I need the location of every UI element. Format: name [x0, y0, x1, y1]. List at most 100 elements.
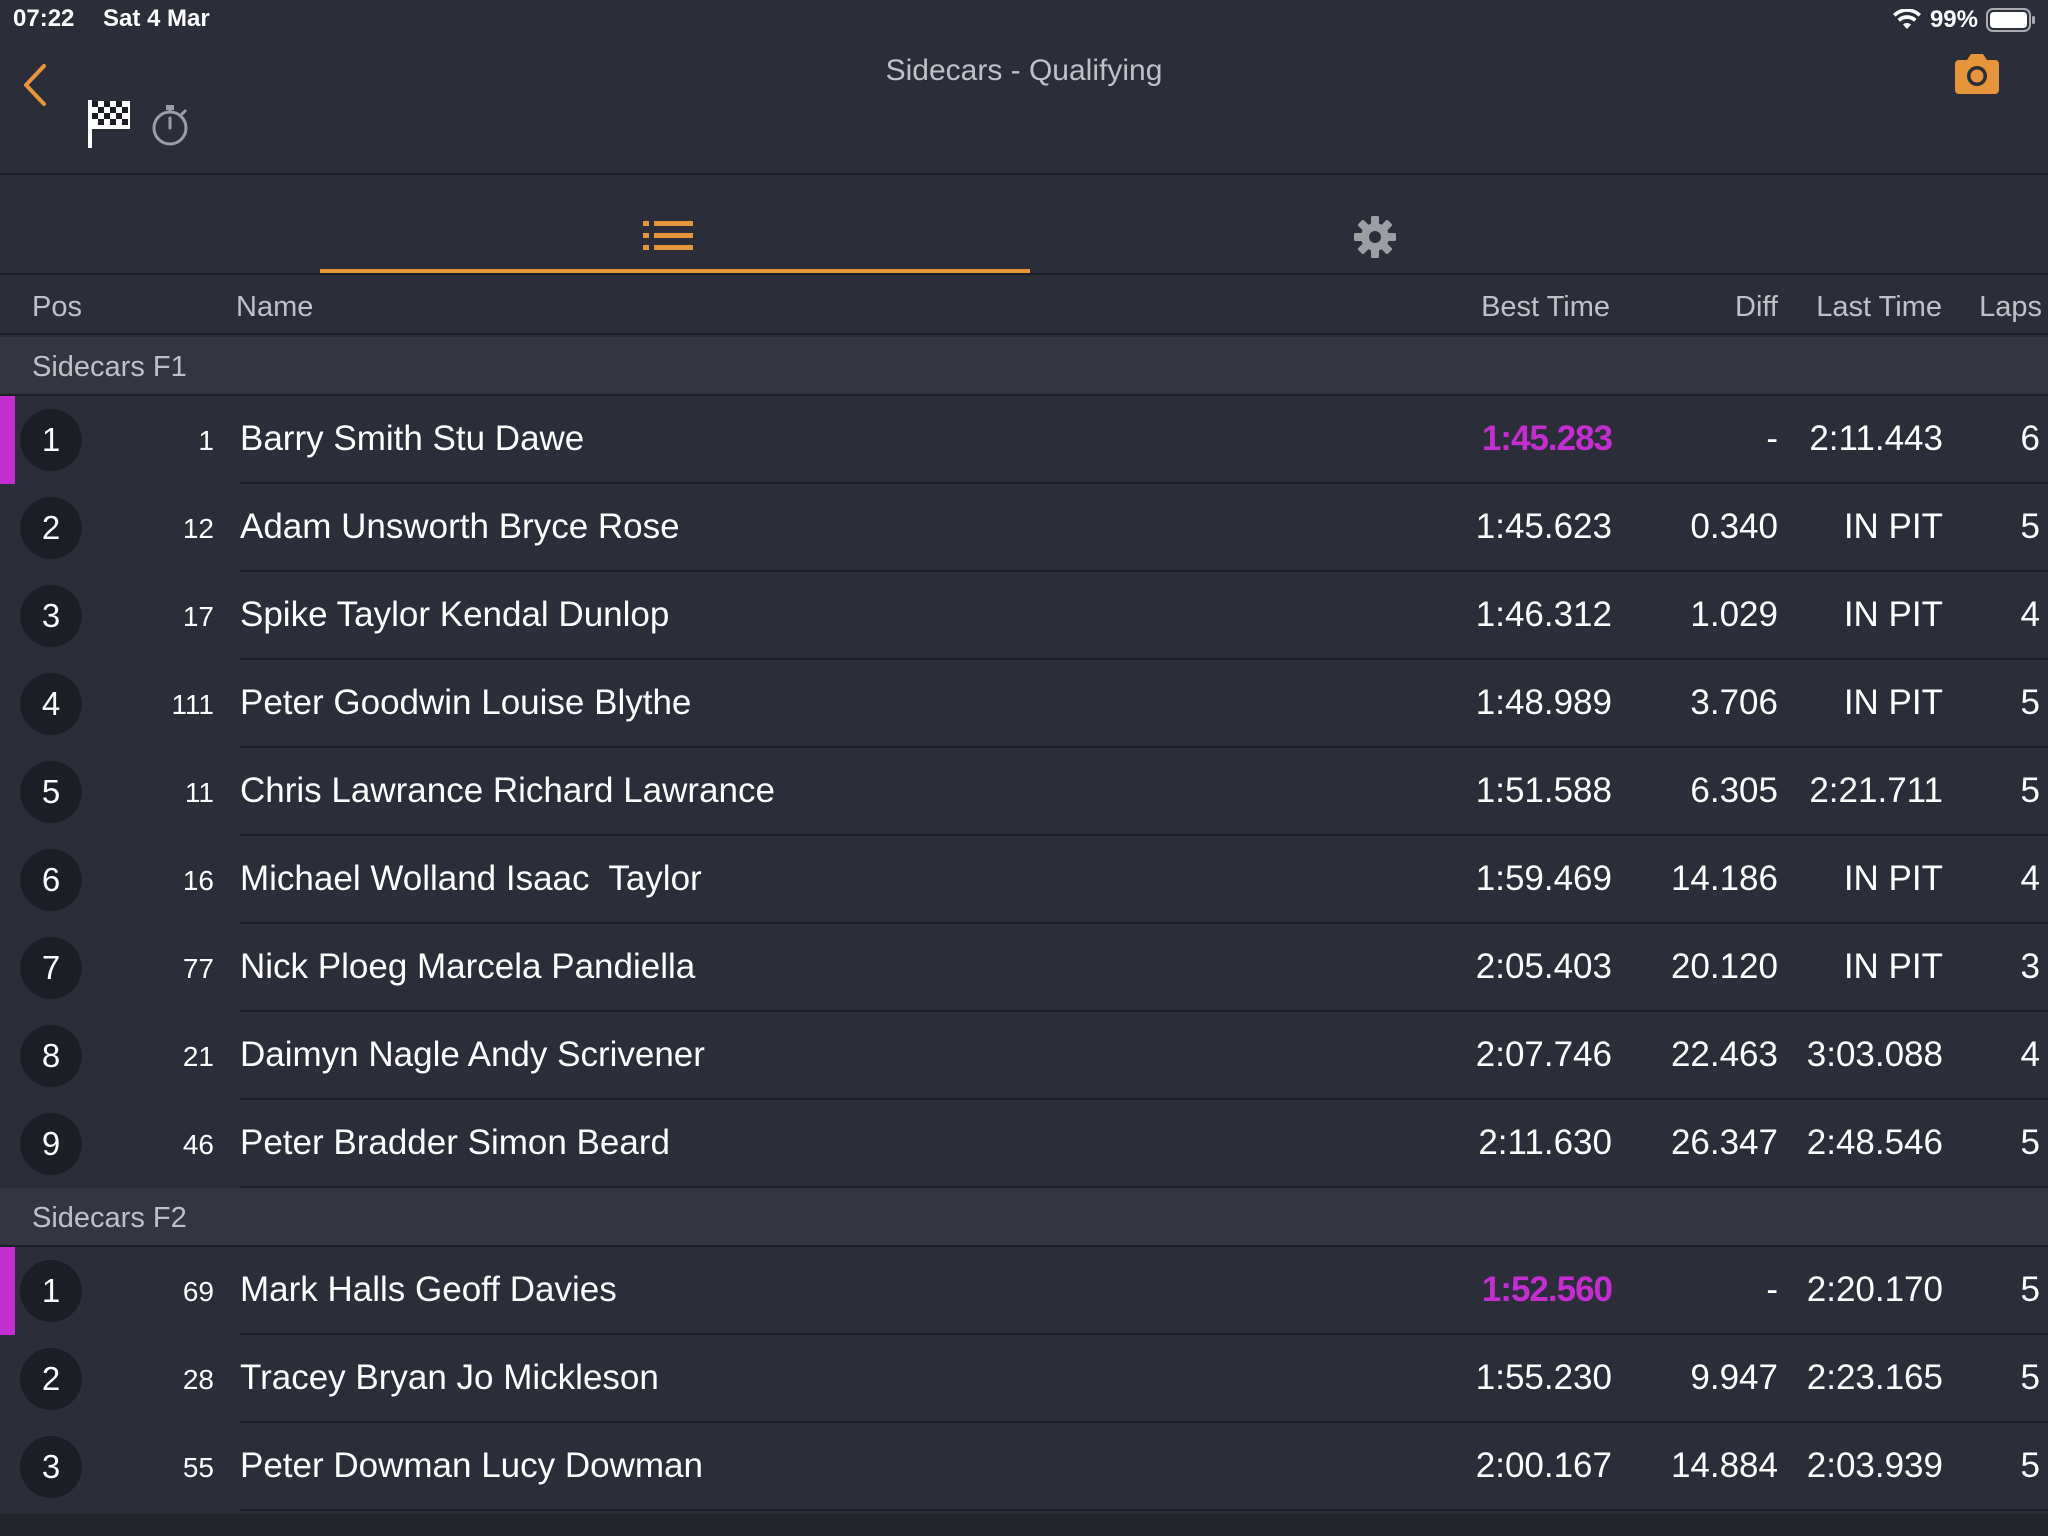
last-time: IN PIT: [1843, 595, 1943, 634]
rider-names: Barry Smith Stu Dawe: [240, 419, 585, 458]
column-name[interactable]: Name: [236, 291, 314, 323]
position-badge: 1: [20, 1260, 82, 1322]
position-badge: 8: [20, 1025, 82, 1087]
diff: -: [1766, 1270, 1778, 1309]
race-number: 111: [171, 689, 214, 720]
status-indicators: 99%: [1892, 5, 2036, 35]
column-diff[interactable]: Diff: [1735, 291, 1778, 323]
diff: 9.947: [1690, 1358, 1778, 1397]
diff: 26.347: [1670, 1123, 1778, 1162]
laps: 5: [2020, 1123, 2040, 1162]
group-label: Sidecars F1: [32, 351, 187, 383]
position-badge: 4: [20, 673, 82, 735]
last-time: IN PIT: [1843, 507, 1943, 546]
tab-bar: [0, 177, 2048, 275]
rider-names: Daimyn Nagle Andy Scrivener: [240, 1035, 705, 1074]
group-header: Sidecars F2: [0, 1188, 2048, 1247]
race-number: 1: [198, 425, 214, 456]
rider-names: Peter Dowman Lucy Dowman: [240, 1446, 703, 1485]
last-time: 2:11.443: [1809, 419, 1943, 458]
list-icon: [643, 221, 693, 250]
race-number: 69: [182, 1276, 214, 1307]
result-row[interactable]: 3 55 Peter Dowman Lucy Dowman 2:00.167 14.88…: [0, 1423, 2048, 1511]
race-number: 28: [182, 1364, 214, 1395]
best-time: 2:05.403: [1475, 947, 1612, 986]
column-laps[interactable]: Laps: [1979, 291, 2042, 323]
diff: 6.305: [1690, 771, 1778, 810]
laps: 4: [2020, 595, 2040, 634]
last-time: IN PIT: [1843, 947, 1943, 986]
race-number: 55: [182, 1452, 214, 1483]
last-time: 2:23.165: [1806, 1358, 1943, 1397]
column-best-time[interactable]: Best Time: [1481, 291, 1610, 323]
tab-results-list[interactable]: [320, 177, 1030, 273]
status-bar: 07:22 Sat 4 Mar 99%: [0, 0, 2048, 40]
rider-names: Mark Halls Geoff Davies: [240, 1270, 617, 1309]
checkered-flag-icon: [88, 100, 130, 148]
column-pos[interactable]: Pos: [32, 291, 82, 323]
rider-names: Spike Taylor Kendal Dunlop: [240, 595, 670, 634]
fastest-lap-marker: [0, 1247, 15, 1335]
race-number: 77: [182, 953, 214, 984]
laps: 5: [2020, 771, 2040, 810]
position-badge: 2: [20, 1348, 82, 1410]
rider-names: Michael Wolland Isaac Taylor: [240, 859, 702, 898]
race-number: 17: [182, 601, 214, 632]
laps: 5: [2020, 1270, 2040, 1309]
diff: 3.706: [1690, 683, 1778, 722]
result-row[interactable]: 2 28 Tracey Bryan Jo Mickleson 1:55.230 9.94…: [0, 1335, 2048, 1423]
laps: 3: [2020, 947, 2040, 986]
result-row[interactable]: 9 46 Peter Bradder Simon Beard 2:11.630 26.3…: [0, 1100, 2048, 1188]
laps: 4: [2020, 859, 2040, 898]
best-time: 1:59.469: [1475, 859, 1612, 898]
race-number: 21: [182, 1041, 214, 1072]
result-row[interactable]: 1 1 Barry Smith Stu Dawe 1:45.283 -2:11.443 6: [0, 396, 2048, 484]
result-row[interactable]: 4 111 Peter Goodwin Louise Blythe 1:48.989 3…: [0, 660, 2048, 748]
best-time: 1:45.623: [1475, 507, 1612, 546]
result-row[interactable]: 2 12 Adam Unsworth Bryce Rose 1:45.623 0.340…: [0, 484, 2048, 572]
race-number: 46: [182, 1129, 214, 1160]
best-time: 2:11.630: [1478, 1123, 1612, 1162]
camera-icon[interactable]: [1953, 52, 2001, 96]
result-row[interactable]: 3 17 Spike Taylor Kendal Dunlop 1:46.312 1.0…: [0, 572, 2048, 660]
active-tab-indicator: [320, 269, 1030, 273]
best-time: 2:07.746: [1475, 1035, 1612, 1074]
column-last-time[interactable]: Last Time: [1816, 291, 1942, 323]
position-badge: 5: [20, 761, 82, 823]
result-row[interactable]: 6 16 Michael Wolland Isaac Taylor 1:59.469 1…: [0, 836, 2048, 924]
diff: 22.463: [1670, 1035, 1778, 1074]
best-time: 2:00.167: [1475, 1446, 1612, 1485]
result-row[interactable]: 5 11 Chris Lawrance Richard Lawrance 1:51.5…: [0, 748, 2048, 836]
back-chevron-icon[interactable]: [16, 60, 56, 110]
race-number: 12: [182, 513, 214, 544]
laps: 4: [2020, 1035, 2040, 1074]
tab-settings[interactable]: [1030, 177, 1740, 273]
race-number: 16: [182, 865, 214, 896]
laps: 5: [2020, 1446, 2040, 1485]
rider-names: Peter Goodwin Louise Blythe: [240, 683, 692, 722]
stopwatch-icon: [152, 105, 188, 146]
rider-names: Adam Unsworth Bryce Rose: [240, 507, 680, 546]
position-badge: 6: [20, 849, 82, 911]
diff: -: [1766, 419, 1778, 458]
last-time: 2:20.170: [1806, 1270, 1943, 1309]
status-date: Sat 4 Mar: [103, 5, 210, 32]
battery-icon: [1986, 8, 2035, 32]
last-time: 2:21.711: [1809, 771, 1943, 810]
rider-names: Peter Bradder Simon Beard: [240, 1123, 670, 1162]
position-badge: 7: [20, 937, 82, 999]
group-label: Sidecars F2: [32, 1202, 187, 1234]
result-row[interactable]: 7 77 Nick Ploeg Marcela Pandiella 2:05.403 2…: [0, 924, 2048, 1012]
page-title: Sidecars - Qualifying: [885, 54, 1163, 87]
laps: 5: [2020, 507, 2040, 546]
wifi-icon: [1892, 9, 1921, 29]
results-list: Sidecars F1 1 1 Barry Smith Stu Dawe 1:45.28…: [0, 337, 2048, 1511]
best-time: 1:51.588: [1475, 771, 1612, 810]
position-badge: 2: [20, 497, 82, 559]
result-row[interactable]: 8 21 Daimyn Nagle Andy Scrivener 2:07.746 22…: [0, 1012, 2048, 1100]
laps: 5: [2020, 683, 2040, 722]
status-time: 07:22: [13, 5, 75, 32]
best-time: 1:52.560: [1481, 1270, 1613, 1309]
result-row[interactable]: 1 69 Mark Halls Geoff Davies 1:52.560 -2:20.…: [0, 1247, 2048, 1335]
position-badge: 3: [20, 585, 82, 647]
